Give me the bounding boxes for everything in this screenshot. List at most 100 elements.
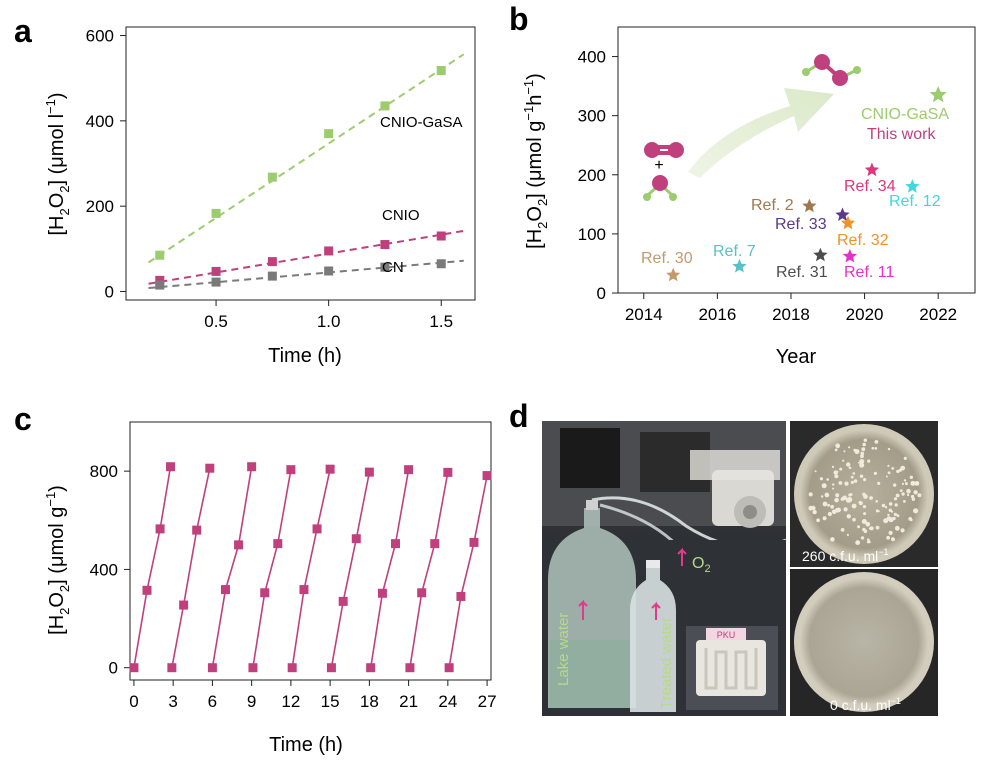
colony-dot xyxy=(891,467,895,470)
chart-c-cycle-line xyxy=(133,466,172,668)
chart-a-fit-lines xyxy=(147,53,465,290)
chart-a-point xyxy=(267,172,277,182)
chart-c-cycle-line xyxy=(409,472,449,668)
chart-c-xlabel: Time (h) xyxy=(269,734,343,756)
colony-dot xyxy=(901,482,905,485)
chart-b-star-point xyxy=(840,215,856,230)
colony-dot xyxy=(816,518,820,523)
colony-dot xyxy=(867,540,871,544)
chart-c-point xyxy=(167,663,177,673)
colony-dot xyxy=(827,511,833,517)
chart-b-label-ref7: Ref. 7 xyxy=(713,243,756,260)
colony-dot xyxy=(903,456,907,460)
colony-dot xyxy=(884,506,888,509)
colony-dot xyxy=(822,516,827,521)
colony-dot xyxy=(840,528,845,532)
colony-dot xyxy=(861,447,866,452)
chart-b-star-point xyxy=(802,198,817,213)
chart-c-cycle-line xyxy=(330,471,371,668)
chart-c-point xyxy=(286,465,296,475)
chart-b-label-ref30: Ref. 30 xyxy=(641,250,693,267)
chart-c-point xyxy=(325,464,335,474)
colony-dot xyxy=(857,525,861,529)
colony-dot xyxy=(893,512,898,517)
chart-b-points xyxy=(666,86,947,282)
chart-a-point xyxy=(436,66,446,76)
colony-dot xyxy=(834,448,838,452)
chart-c-point xyxy=(260,588,270,598)
microfluidic-chip: PKU xyxy=(686,626,778,710)
colony-dot xyxy=(906,493,910,497)
bubble-arrow-3 xyxy=(677,547,687,566)
colony-dot xyxy=(844,481,849,486)
chart-a-point xyxy=(324,266,334,276)
colony-dot xyxy=(854,449,860,455)
colony-dot xyxy=(846,462,851,467)
panel-label-c: c xyxy=(14,401,32,437)
colony-dot xyxy=(827,503,830,507)
chart-c-frame xyxy=(129,421,492,681)
chart-b-xtick-label: 2018 xyxy=(772,305,810,324)
chart-c-point xyxy=(364,467,374,477)
h2o-molecule-icon xyxy=(643,175,677,201)
chart-b-star-point xyxy=(835,207,850,221)
chart-b-xtick-label: 2016 xyxy=(698,305,736,324)
colony-dot xyxy=(885,475,888,478)
chart-a-ytick-label: 0 xyxy=(105,282,114,301)
colony-dot xyxy=(846,533,850,537)
chart-a-point xyxy=(324,129,334,139)
o2-label: O2 xyxy=(692,555,711,575)
chart-c-point xyxy=(273,539,283,549)
chart-a-series-label-cn: CN xyxy=(382,259,404,276)
colony-dot xyxy=(860,536,865,540)
colony-dot xyxy=(812,509,817,515)
colony-dot xyxy=(883,518,889,524)
chart-c-point xyxy=(220,585,230,595)
chart-c-point xyxy=(179,600,189,610)
colony-dot xyxy=(887,471,891,475)
colony-dot xyxy=(843,507,848,512)
chart-a-fit-line xyxy=(148,259,464,290)
colony-dot xyxy=(831,465,835,468)
colony-dot xyxy=(848,493,852,497)
colony-dot xyxy=(903,500,906,503)
colony-dot xyxy=(831,509,837,515)
chart-c-points xyxy=(129,462,492,673)
colony-dot xyxy=(869,496,873,500)
chart-c-xtick-label: 21 xyxy=(399,692,418,711)
colony-dot xyxy=(851,503,857,509)
chart-c-cycle-line xyxy=(291,469,331,668)
colony-dot xyxy=(887,464,890,467)
lab-setup-photo: PKU O2 Lake water Treated water xyxy=(542,421,787,716)
colony-dot xyxy=(911,497,916,501)
chart-a-frame xyxy=(125,26,476,301)
chart-c-point xyxy=(443,467,453,477)
chart-b-xtick-label: 2020 xyxy=(846,305,884,324)
photo-panel-d: PKU O2 Lake water Treated water 260 c.f.… xyxy=(542,421,938,716)
colony-dot xyxy=(901,492,905,496)
chart-c-point xyxy=(142,585,152,595)
colony-dot xyxy=(859,474,864,478)
chart-b-star-point xyxy=(905,179,920,193)
colony-dot xyxy=(862,492,866,496)
chart-b-label-ref34: Ref. 34 xyxy=(844,178,896,195)
colony-dot xyxy=(867,459,871,463)
chart-b-ytick-label: 100 xyxy=(578,225,606,244)
colony-dot xyxy=(819,477,824,481)
chart-a-points xyxy=(155,66,446,290)
chart-a-point xyxy=(324,246,334,256)
colony-dot xyxy=(908,490,911,493)
colony-dot xyxy=(868,527,872,530)
chart-b-ytick-label: 200 xyxy=(578,166,606,185)
lake-water-bottle xyxy=(548,500,636,708)
colony-dot xyxy=(875,509,879,513)
colony-dot xyxy=(887,513,890,517)
colony-dot xyxy=(852,472,856,475)
chart-c-point xyxy=(456,591,466,601)
chart-c-ytick-label: 400 xyxy=(90,560,118,579)
colony-dot xyxy=(820,495,824,498)
chart-c-cycle-line xyxy=(448,475,488,668)
chart-a-axes: 0.5 1.0 1.5 0 200 400 600 xyxy=(86,27,453,331)
colony-dot xyxy=(853,479,858,483)
